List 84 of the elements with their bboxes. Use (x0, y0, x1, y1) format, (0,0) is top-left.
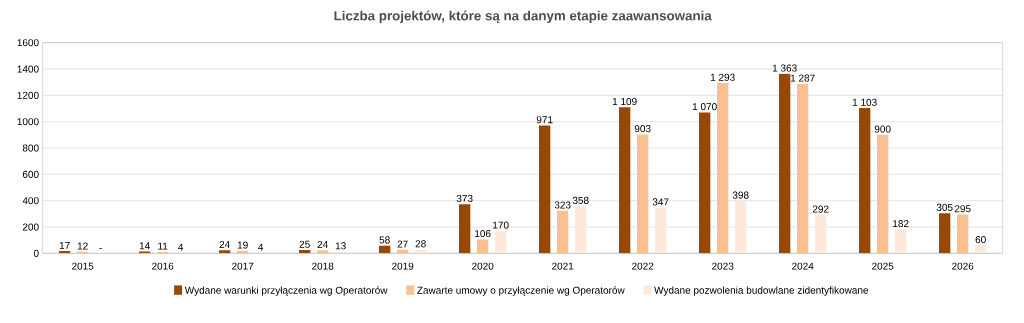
bar (975, 245, 987, 254)
data-label: 398 (732, 191, 749, 199)
bar (815, 215, 827, 254)
data-label: 14 (139, 242, 150, 250)
legend-label: Wydane pozwolenia budowlane zidentyfikowane (654, 286, 869, 296)
data-label: 4 (258, 243, 264, 251)
data-label: 58 (379, 236, 390, 244)
bar (779, 74, 791, 254)
data-label: 900 (874, 125, 891, 133)
bar (459, 204, 471, 254)
x-tick-label: 2019 (392, 262, 414, 270)
bar (575, 206, 587, 254)
data-label: 358 (572, 197, 589, 205)
legend-label: Zawarte umowy o przyłączenie wg Operatorów (417, 286, 625, 296)
data-label: 25 (299, 240, 310, 248)
y-tick-label: 200 (22, 223, 39, 231)
bar (219, 250, 231, 254)
y-tick-label: 600 (22, 170, 39, 179)
bar (895, 229, 907, 254)
x-tick-label: 2023 (712, 262, 734, 270)
data-label: 13 (335, 242, 346, 250)
x-tick-label: 2018 (312, 262, 334, 270)
bar (735, 201, 747, 254)
legend-label: Wydane warunki przyłączenia wg Operatorów (184, 286, 388, 296)
bar (637, 134, 649, 254)
data-label: 305 (936, 203, 953, 212)
bar (939, 213, 951, 254)
data-label: 347 (652, 198, 669, 206)
y-tick-label: 800 (22, 144, 39, 152)
bar (477, 239, 489, 254)
data-label: 1 363 (772, 64, 797, 72)
data-label: 182 (893, 220, 909, 228)
x-tick-label: 2015 (72, 262, 94, 270)
data-label: 1 287 (790, 74, 815, 82)
x-tick-label: 2025 (872, 262, 894, 270)
bar (877, 134, 889, 254)
y-tick-label: 1400 (17, 65, 39, 73)
bar (797, 84, 809, 254)
data-label: 24 (317, 241, 328, 249)
data-label: 17 (59, 242, 70, 249)
y-tick-label: 1000 (17, 118, 39, 126)
data-label: 373 (456, 195, 473, 203)
data-label: 27 (397, 240, 408, 248)
data-label: 4 (178, 243, 184, 251)
x-tick-label: 2024 (792, 262, 814, 270)
y-tick-label: 1600 (17, 39, 39, 47)
y-tick-label: 400 (22, 197, 39, 205)
x-tick-label: 2026 (952, 262, 974, 270)
bar (717, 83, 729, 254)
chart-title: Liczba projektów, które są na danym etapie zaawansowania (334, 10, 712, 24)
bar (495, 231, 507, 254)
data-label: 323 (554, 201, 571, 209)
x-tick-label: 2022 (632, 262, 654, 270)
data-label: 1 070 (692, 103, 717, 111)
x-tick-label: 2021 (552, 262, 574, 270)
bar (317, 250, 329, 254)
bar (619, 107, 631, 254)
bar (859, 108, 871, 254)
bar (655, 207, 667, 254)
bar (539, 125, 551, 254)
bar (699, 112, 711, 254)
data-label: 295 (954, 205, 971, 213)
x-tick-label: 2016 (152, 262, 174, 270)
data-label: 60 (975, 236, 986, 244)
data-label: 24 (219, 241, 230, 249)
data-label: 11 (158, 242, 168, 250)
x-tick-label: 2020 (472, 262, 494, 270)
data-label: 903 (634, 125, 651, 133)
data-label: 106 (475, 230, 491, 238)
y-tick-label: 1200 (17, 91, 39, 100)
text: - (99, 248, 102, 249)
bar (557, 210, 569, 254)
data-label: 19 (237, 241, 248, 249)
data-label: 1 109 (612, 98, 637, 106)
data-label: 12 (77, 242, 88, 250)
data-label: 1 293 (710, 73, 735, 81)
data-label: 170 (493, 221, 509, 229)
bar (957, 214, 969, 254)
data-label: 28 (415, 240, 426, 248)
data-label: 292 (812, 205, 829, 213)
data-label: 971 (536, 116, 553, 124)
data-label: 1 103 (852, 98, 877, 107)
y-tick-label: 0 (33, 249, 39, 258)
x-tick-label: 2017 (232, 262, 254, 270)
